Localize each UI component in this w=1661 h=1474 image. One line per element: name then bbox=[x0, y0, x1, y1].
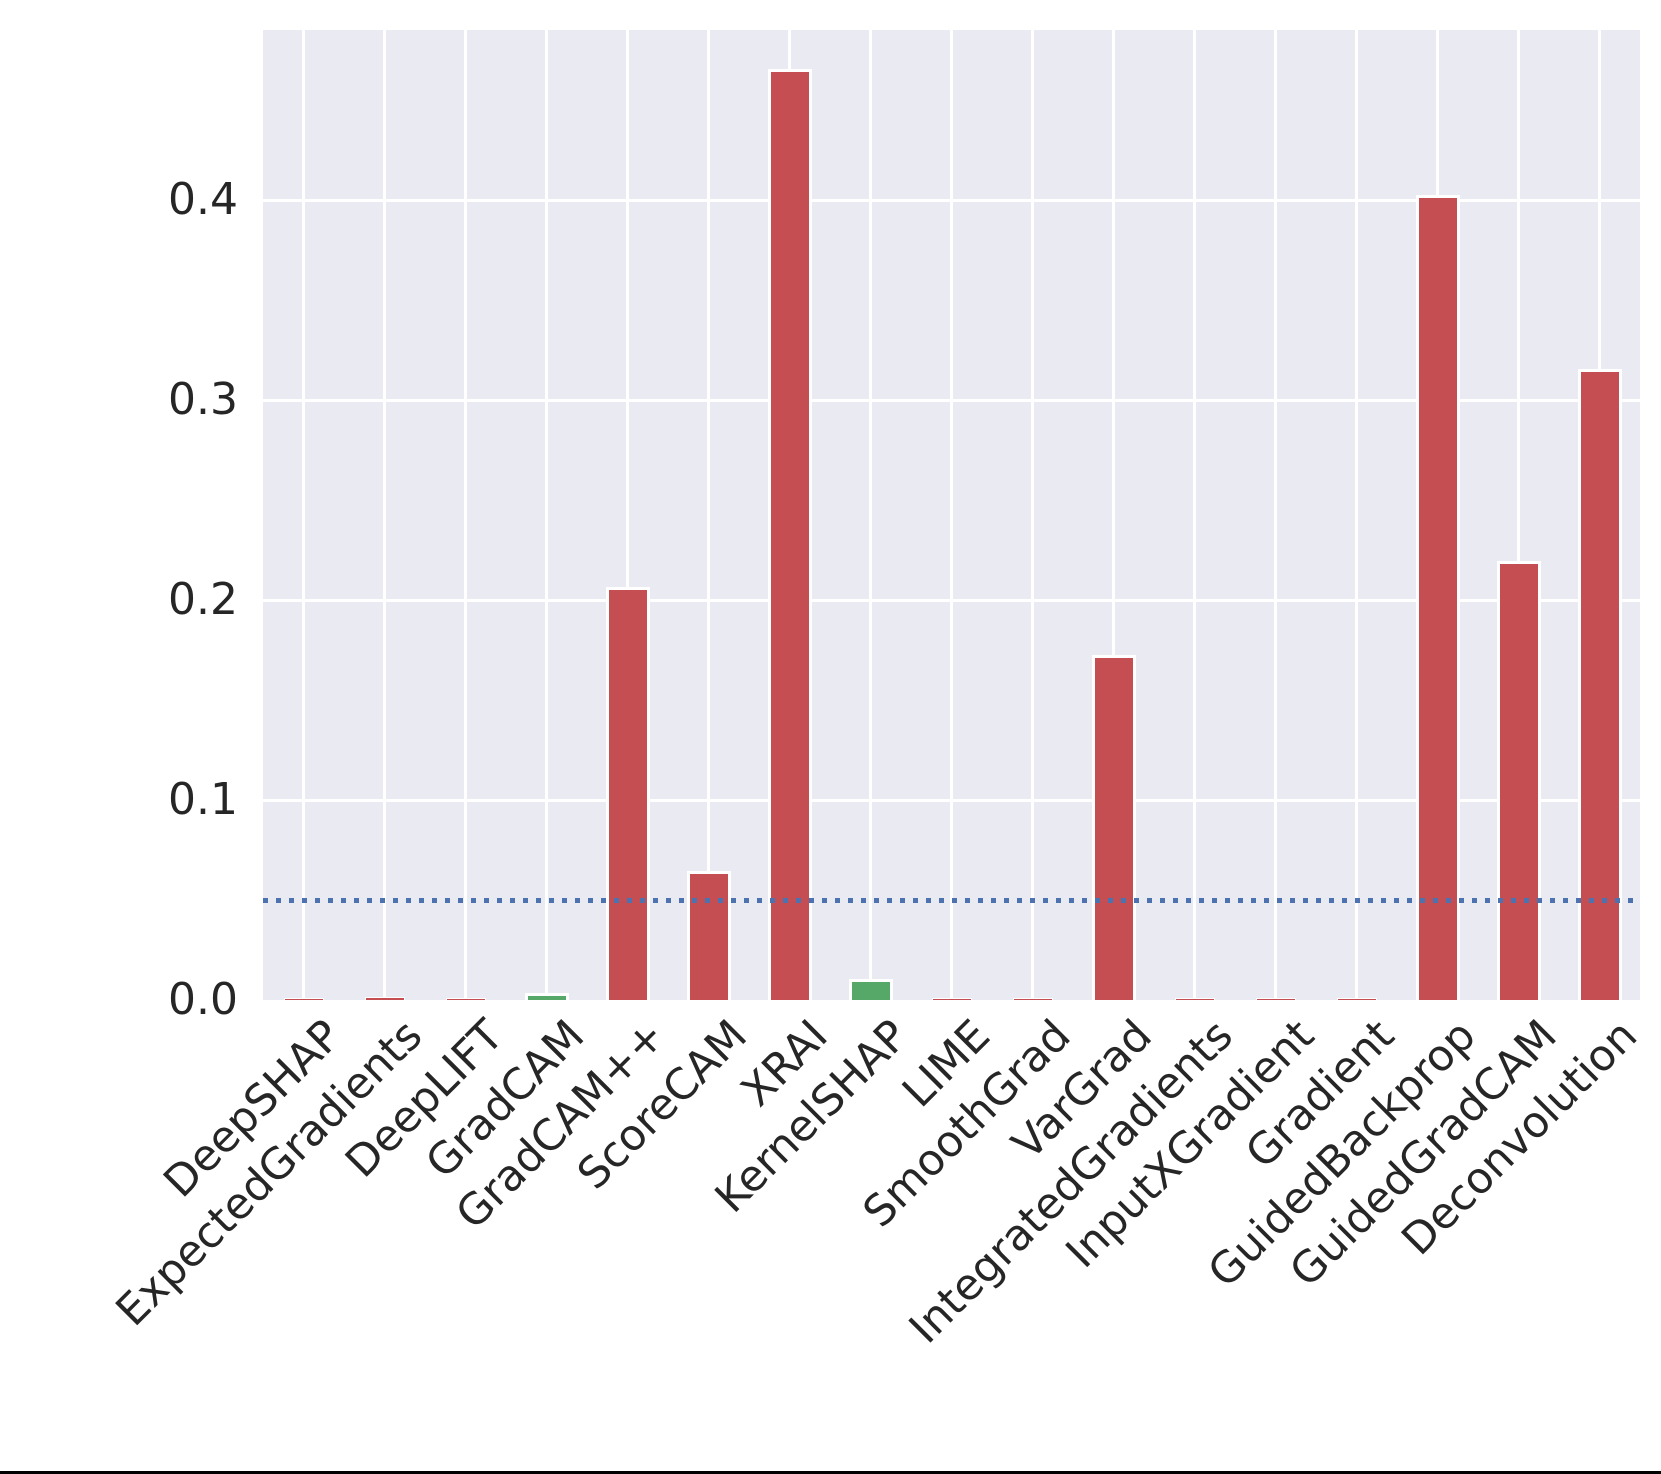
bar-LIME bbox=[931, 998, 972, 1000]
bar-ScoreCAM bbox=[686, 871, 731, 1000]
bar-XRAI bbox=[767, 69, 812, 1000]
gridline-x-ExpectedGradients bbox=[383, 30, 386, 1000]
bar-GradCAM bbox=[524, 993, 569, 1000]
bar-GradCAM++ bbox=[605, 587, 650, 1000]
bar-KernelSHAP bbox=[848, 979, 893, 1000]
bar-Deconvolution bbox=[1577, 369, 1622, 1000]
gridline-x-Gradient bbox=[1355, 30, 1358, 1000]
bar-DeepSHAP bbox=[283, 998, 324, 1000]
bar-IntegratedGradients bbox=[1174, 998, 1215, 1000]
bar-InputXGradient bbox=[1255, 998, 1296, 1000]
gridline-x-SmoothGrad bbox=[1031, 30, 1034, 1000]
bar-GuidedBackprop bbox=[1415, 195, 1460, 1000]
gridline-x-KernelSHAP bbox=[869, 30, 872, 1000]
bar-SmoothGrad bbox=[1012, 998, 1053, 1000]
gridline-x-LIME bbox=[950, 30, 953, 1000]
gridline-x-GuidedGradCAM bbox=[1517, 30, 1520, 1000]
gridline-x-DeepLIFT bbox=[464, 30, 467, 1000]
bar-ExpectedGradients bbox=[364, 997, 405, 1000]
y-tick-label-0.3: 0.3 bbox=[168, 374, 238, 425]
bar-DeepLIFT bbox=[445, 998, 486, 1000]
bar-Gradient bbox=[1336, 998, 1377, 1000]
y-tick-label-0.2: 0.2 bbox=[168, 574, 238, 625]
gridline-x-GradCAM bbox=[545, 30, 548, 1000]
plot-area bbox=[263, 30, 1640, 1000]
bar-VarGrad bbox=[1091, 655, 1136, 1000]
y-tick-label-0.1: 0.1 bbox=[168, 774, 238, 825]
figure-bottom-border bbox=[0, 1471, 1661, 1474]
y-tick-label-0.0: 0.0 bbox=[168, 974, 238, 1025]
gridline-x-InputXGradient bbox=[1274, 30, 1277, 1000]
gridline-x-GradCAM++ bbox=[626, 30, 629, 1000]
gridline-x-VarGrad bbox=[1112, 30, 1115, 1000]
bar-GuidedGradCAM bbox=[1496, 561, 1541, 1000]
gridline-x-DeepSHAP bbox=[302, 30, 305, 1000]
threshold-line bbox=[263, 897, 1640, 903]
gridline-x-IntegratedGradients bbox=[1193, 30, 1196, 1000]
y-tick-label-0.4: 0.4 bbox=[168, 174, 238, 225]
gridline-x-ScoreCAM bbox=[707, 30, 710, 1000]
